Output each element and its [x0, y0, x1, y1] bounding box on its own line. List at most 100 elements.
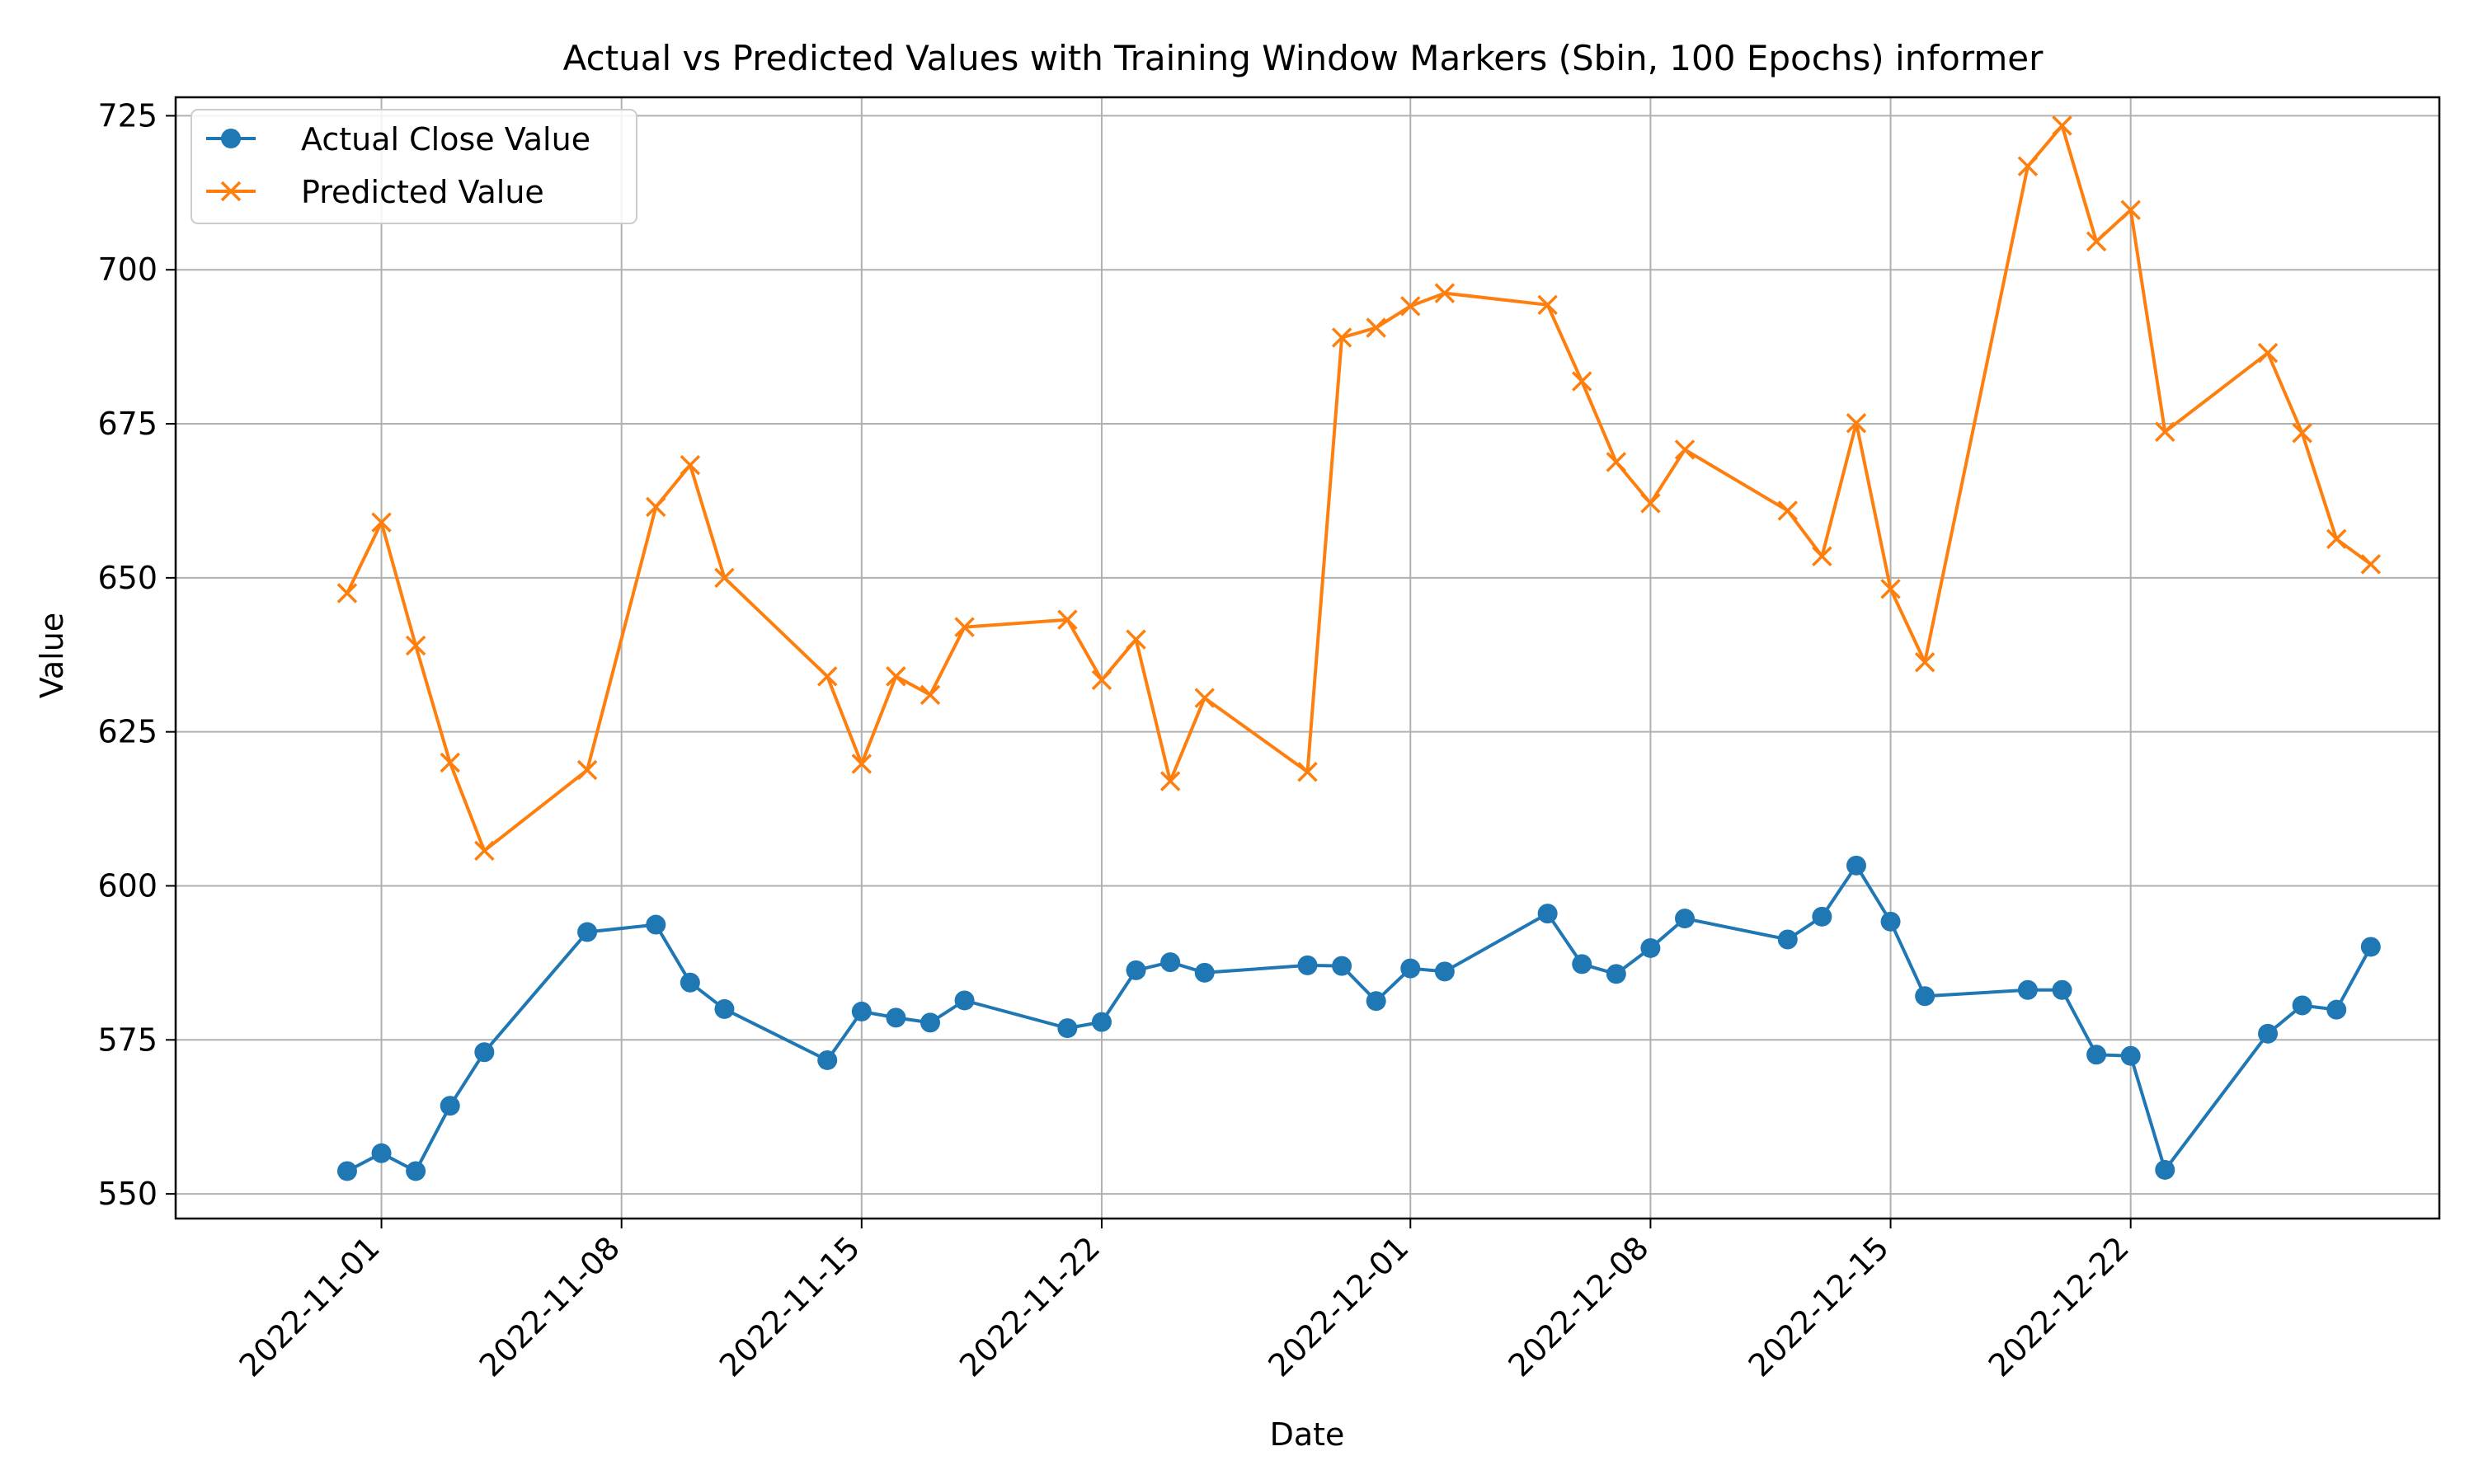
legend-marker-actual — [221, 129, 241, 148]
data-point-stroke — [1400, 296, 1421, 317]
data-point-stroke — [371, 512, 392, 533]
data-point — [1812, 546, 1832, 566]
data-point — [680, 454, 701, 476]
data-point-stroke — [1914, 651, 1935, 673]
data-point — [2326, 999, 2347, 1020]
data-point — [714, 567, 735, 589]
y-tick-label: 650 — [97, 560, 158, 596]
data-point — [1091, 669, 1112, 691]
data-point — [1194, 688, 1215, 708]
data-point-stroke — [1434, 283, 1456, 303]
data-point — [1126, 629, 1146, 650]
data-point — [440, 752, 460, 773]
data-point — [1880, 579, 1901, 599]
y-tick-label: 700 — [97, 251, 158, 288]
y-tick-label: 550 — [97, 1176, 158, 1212]
legend-frame — [190, 109, 637, 224]
data-point — [2052, 115, 2072, 136]
y-tick-label: 625 — [97, 714, 158, 750]
data-point-stroke — [2257, 342, 2279, 364]
data-point — [1880, 911, 1901, 932]
chart-title: Actual vs Predicted Values with Training… — [563, 38, 2044, 78]
data-point-stroke — [1057, 609, 1078, 630]
data-point — [2120, 1045, 2141, 1066]
data-point — [1297, 955, 1318, 975]
y-tick-label: 575 — [97, 1021, 158, 1058]
data-point — [680, 972, 700, 993]
data-point — [576, 759, 598, 781]
data-point-stroke — [2052, 115, 2072, 136]
data-point-stroke — [1674, 439, 1696, 460]
data-point — [2258, 1023, 2279, 1044]
data-point — [714, 998, 735, 1019]
data-point — [474, 840, 495, 862]
data-point — [2360, 554, 2382, 575]
series-actual-close-value — [336, 855, 2381, 1181]
data-point — [954, 990, 975, 1011]
data-point-stroke — [1640, 493, 1661, 514]
data-point — [577, 922, 598, 942]
data-point — [2052, 979, 2072, 1000]
data-point — [336, 1161, 357, 1181]
series-predicted-value — [336, 115, 2382, 862]
data-point — [2086, 231, 2107, 252]
data-point — [371, 512, 392, 533]
data-point — [2292, 423, 2312, 444]
data-point — [1366, 317, 1386, 338]
data-point — [886, 666, 906, 687]
data-point-stroke — [1297, 762, 1318, 782]
data-point — [1297, 762, 1318, 782]
data-point-stroke — [1366, 317, 1386, 338]
data-point — [2326, 528, 2347, 550]
data-point — [2155, 421, 2175, 442]
data-point — [1057, 1018, 1078, 1039]
data-point-stroke — [1777, 500, 1799, 521]
data-point-stroke — [1091, 669, 1112, 691]
y-axis-label: Value — [34, 613, 70, 698]
data-point-stroke — [1571, 371, 1592, 392]
data-point-stroke — [2086, 231, 2107, 252]
legend-marker-predicted — [220, 181, 242, 202]
data-point — [886, 1007, 906, 1028]
data-point — [1400, 296, 1421, 317]
data-point — [1640, 493, 1661, 514]
data-point — [1812, 906, 1832, 927]
data-point — [2257, 342, 2279, 364]
y-tick-label: 600 — [97, 867, 158, 904]
y-tick-label: 725 — [97, 97, 158, 134]
data-point-stroke — [1159, 771, 1181, 791]
data-point — [1675, 909, 1695, 929]
data-point — [851, 754, 872, 774]
data-point — [1606, 452, 1627, 472]
data-point — [2120, 200, 2141, 220]
data-point-stroke — [714, 567, 735, 589]
data-point-stroke — [1606, 452, 1627, 472]
data-point — [1366, 991, 1386, 1012]
data-point — [1846, 855, 1866, 876]
legend-label-predicted: Predicted Value — [301, 174, 544, 210]
data-point-stroke — [886, 666, 906, 687]
data-point-stroke — [1880, 579, 1901, 599]
data-point — [920, 1012, 940, 1033]
data-point-stroke — [816, 666, 838, 687]
data-point — [1777, 929, 1798, 950]
plot-frame — [174, 96, 2441, 1220]
data-point — [1846, 413, 1867, 434]
data-point-stroke — [1331, 327, 1352, 348]
data-point-stroke — [646, 496, 666, 518]
data-point — [1057, 609, 1078, 630]
data-point — [2360, 937, 2381, 957]
data-point — [1331, 327, 1352, 348]
data-point — [1400, 958, 1421, 979]
data-point-stroke — [851, 754, 872, 774]
data-point-stroke — [2292, 423, 2312, 444]
x-axis-label: Date — [1270, 1416, 1345, 1453]
data-point — [2017, 979, 2038, 1000]
data-point-stroke — [2120, 200, 2141, 220]
data-point — [406, 1161, 426, 1181]
y-axis: 550 575 600 625 650 675 700 725 — [97, 97, 176, 1212]
data-point — [1434, 961, 1455, 982]
data-point-stroke — [954, 617, 975, 637]
data-point-stroke — [2360, 554, 2382, 575]
